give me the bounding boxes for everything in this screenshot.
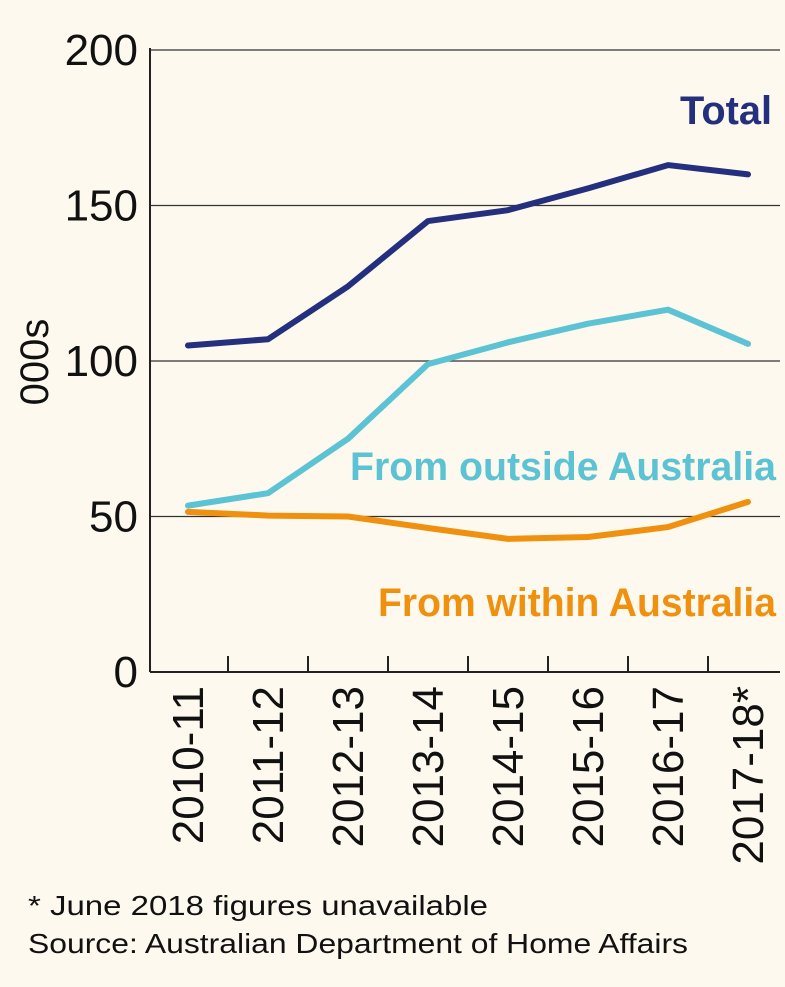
source-note: Source: Australian Department of Home Af… [28, 928, 688, 959]
series-label-outside: From outside Australia [350, 445, 777, 489]
gridlines [150, 49, 780, 518]
x-axis-tick-labels: 2010-11 2011-12 2012-13 2013-14 2014-15 2015-… [164, 686, 773, 865]
series-lines [185, 162, 751, 542]
x-tick-label: 2017-18* [724, 686, 773, 865]
x-tick-label: 2016-17 [644, 686, 693, 847]
x-tick-label: 2011-12 [244, 686, 293, 844]
y-tick-label: 50 [89, 493, 138, 542]
y-tick-label: 150 [65, 182, 138, 231]
x-tick-label: 2014-15 [484, 686, 533, 847]
y-tick-label: 200 [65, 26, 138, 75]
y-tick-label: 0 [114, 648, 138, 697]
y-tick-label: 100 [65, 337, 138, 386]
series-line-0 [185, 162, 751, 349]
y-axis-label: 000s [13, 319, 57, 406]
footnote: * June 2018 figures unavailable [28, 890, 488, 921]
x-tick-label: 2013-14 [404, 686, 453, 847]
series-line-1 [185, 306, 751, 509]
x-tick-label: 2015-16 [564, 686, 613, 847]
x-tick-label: 2012-13 [324, 686, 373, 847]
y-axis-tick-labels: 0 50 100 150 200 [65, 26, 138, 697]
series-label-within: From within Australia [378, 581, 777, 625]
axes [149, 48, 780, 673]
series-label-total: Total [680, 89, 772, 133]
x-tick-label: 2010-11 [164, 686, 213, 844]
series-line-2 [185, 498, 751, 542]
